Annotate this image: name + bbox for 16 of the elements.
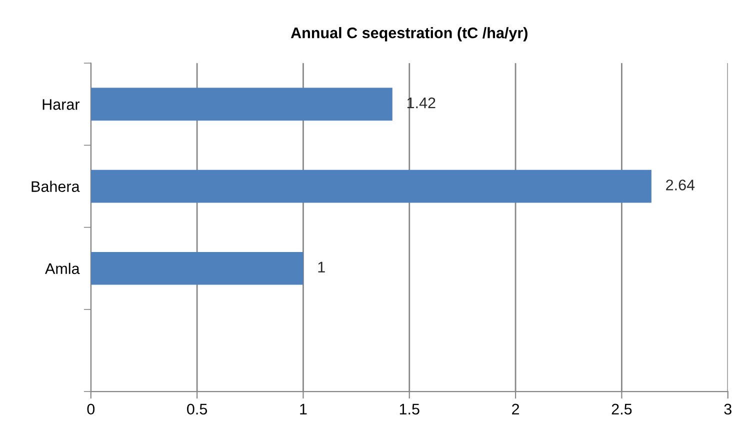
x-tick-label: 0 (87, 404, 95, 415)
data-label: 1 (318, 262, 325, 272)
bar (90, 170, 652, 203)
x-tick-label: 2.5 (612, 404, 632, 415)
bar (90, 252, 304, 285)
x-tick-label: 1 (300, 404, 307, 414)
x-tick-label: 0.5 (187, 404, 208, 415)
y-tick-label: Bahera (32, 180, 80, 192)
bar (90, 88, 392, 121)
y-tick-label: Harar (42, 99, 80, 110)
chart-title: Annual C seqestration (tC /ha/yr) (290, 27, 528, 42)
x-tick-label: 2 (512, 404, 520, 414)
x-tick-label: 1.5 (400, 404, 420, 415)
y-tick-label: Amla (45, 262, 80, 274)
data-label: 2.64 (666, 180, 695, 190)
x-tick-label: 3 (724, 404, 732, 415)
